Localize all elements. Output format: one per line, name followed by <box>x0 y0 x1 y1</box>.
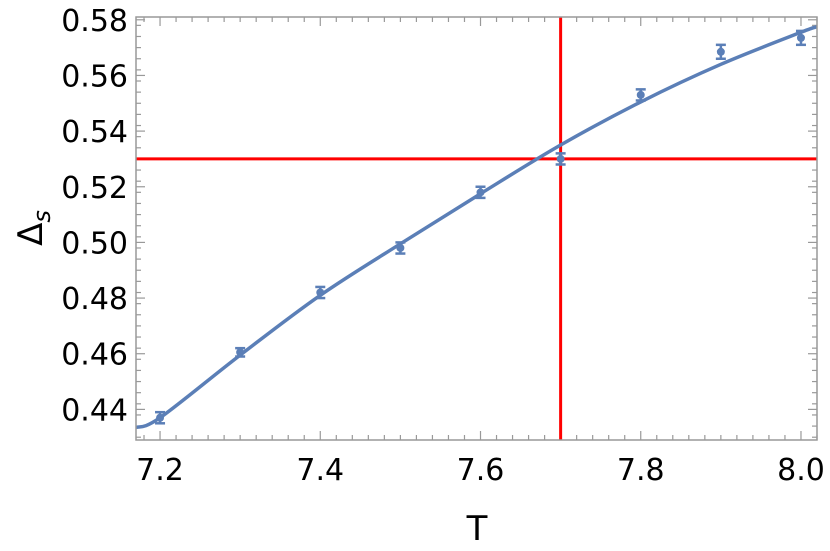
y-tick-label: 0.46 <box>61 338 128 373</box>
data-point <box>316 288 325 297</box>
y-tick-label: 0.44 <box>61 393 128 428</box>
y-tick-label: 0.58 <box>61 4 128 39</box>
x-tick-label: 7.2 <box>136 453 184 488</box>
data-points <box>155 29 806 425</box>
axis-ticks <box>136 17 818 440</box>
x-tick-label: 7.6 <box>457 453 505 488</box>
fit-curve <box>136 25 817 430</box>
data-point <box>476 188 485 197</box>
y-axis-label-main: Δ <box>11 223 51 246</box>
reference-lines <box>136 17 817 440</box>
y-tick-label: 0.54 <box>61 115 128 150</box>
x-tick-label: 7.4 <box>296 453 344 488</box>
data-point <box>636 90 645 99</box>
x-tick-label: 7.8 <box>617 453 665 488</box>
y-tick-label: 0.48 <box>61 282 128 317</box>
data-point <box>796 33 805 42</box>
data-point <box>556 154 565 163</box>
data-point <box>716 47 725 56</box>
x-tick-label: 8.0 <box>777 453 825 488</box>
y-tick-label: 0.52 <box>61 171 128 206</box>
fit-curve-group <box>136 25 817 430</box>
y-axis-label-subscript: s <box>28 210 56 223</box>
y-axis-label: Δs <box>11 210 56 246</box>
y-tick-label: 0.50 <box>61 226 128 261</box>
tick-labels: 7.2 7.4 7.6 7.8 8.0 0.44 0.46 0.48 0.50 0.52 0.54 0… <box>61 4 825 488</box>
x-axis-label: T <box>466 509 488 549</box>
y-tick-label: 0.56 <box>61 59 128 94</box>
data-point <box>396 243 405 252</box>
data-point <box>236 348 245 357</box>
data-point <box>156 413 165 422</box>
plot-frame <box>135 16 818 441</box>
